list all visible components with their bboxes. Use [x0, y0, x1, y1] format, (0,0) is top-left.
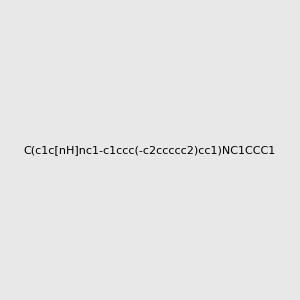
- Text: C(c1c[nH]nc1-c1ccc(-c2ccccc2)cc1)NC1CCC1: C(c1c[nH]nc1-c1ccc(-c2ccccc2)cc1)NC1CCC1: [24, 145, 276, 155]
